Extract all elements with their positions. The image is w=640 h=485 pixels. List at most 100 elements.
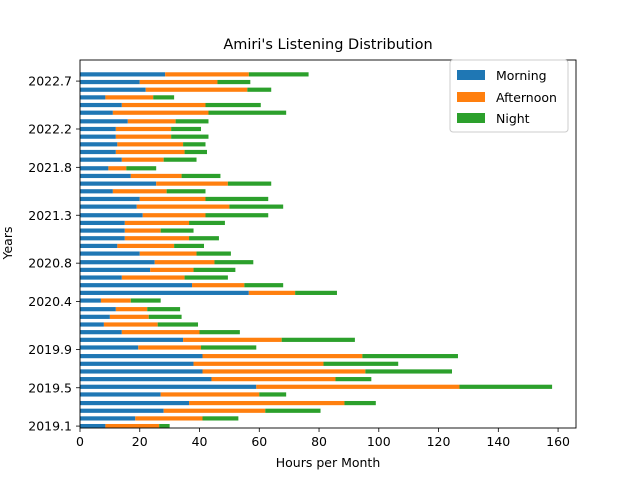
bar-morning-28 — [80, 204, 137, 209]
legend-swatch-afternoon — [457, 92, 485, 102]
bar-night-41 — [205, 102, 261, 108]
x-axis-label: Hours per Month — [276, 455, 381, 470]
bar-afternoon-41 — [121, 102, 206, 108]
bar-morning-14 — [80, 314, 110, 319]
bar-night-40 — [208, 110, 287, 115]
bar-night-44 — [217, 79, 251, 85]
axes-frame — [79, 59, 577, 429]
bar-night-14 — [148, 314, 182, 319]
x-tick-label: 100 — [367, 434, 391, 449]
bar-afternoon-39 — [127, 119, 176, 124]
bar-afternoon-19 — [121, 275, 185, 280]
bar-night-33 — [126, 166, 157, 171]
legend: Morning Afternoon Night — [449, 59, 569, 133]
bar-night-27 — [205, 213, 269, 218]
bar-morning-41 — [80, 102, 122, 108]
bar-afternoon-23 — [117, 243, 175, 249]
bar-morning-23 — [80, 243, 118, 249]
bar-morning-12 — [80, 330, 122, 335]
bar-afternoon-44 — [139, 79, 218, 85]
bar-morning-7 — [80, 369, 203, 374]
bar-afternoon-11 — [183, 337, 282, 342]
bar-morning-40 — [80, 110, 113, 115]
bar-night-42 — [153, 95, 175, 100]
bar-morning-24 — [80, 236, 125, 241]
bar-morning-13 — [80, 322, 104, 327]
bar-night-35 — [184, 149, 207, 155]
bar-morning-20 — [80, 267, 151, 272]
bar-afternoon-16 — [100, 298, 131, 303]
bar-night-24 — [189, 236, 219, 241]
bar-morning-16 — [80, 298, 101, 303]
legend-label-night: Night — [496, 111, 530, 126]
x-tick-label: 120 — [427, 434, 451, 449]
bar-afternoon-28 — [136, 204, 230, 209]
bar-night-45 — [248, 72, 309, 77]
bar-afternoon-20 — [150, 267, 194, 272]
bar-afternoon-45 — [165, 72, 249, 77]
bar-morning-10 — [80, 345, 139, 350]
bar-night-0 — [159, 423, 170, 429]
bar-night-26 — [189, 220, 225, 226]
bar-night-13 — [157, 322, 199, 327]
bar-morning-43 — [80, 87, 146, 92]
bar-afternoon-33 — [108, 166, 127, 171]
bar-morning-26 — [80, 220, 125, 226]
bar-morning-38 — [80, 126, 116, 132]
bar-night-11 — [281, 337, 355, 342]
bar-afternoon-6 — [211, 377, 336, 382]
bar-afternoon-38 — [115, 126, 172, 132]
bar-night-17 — [295, 290, 337, 295]
bar-night-15 — [147, 307, 181, 312]
bar-night-18 — [244, 283, 284, 288]
legend-label-afternoon: Afternoon — [496, 90, 557, 105]
legend-label-morning: Morning — [496, 68, 547, 83]
bar-afternoon-31 — [156, 181, 228, 186]
y-tick-label: 2019.1 — [28, 419, 72, 434]
bar-afternoon-37 — [115, 134, 172, 139]
y-tick-label: 2020.8 — [28, 256, 72, 271]
bar-morning-31 — [80, 181, 157, 186]
bar-night-19 — [184, 275, 228, 280]
bar-night-30 — [166, 189, 206, 194]
x-tick-label: 20 — [132, 434, 148, 449]
bar-afternoon-30 — [112, 189, 167, 194]
bar-night-1 — [202, 416, 239, 421]
bar-morning-27 — [80, 213, 143, 218]
bar-morning-1 — [80, 416, 136, 421]
bar-night-38 — [171, 126, 202, 132]
bar-afternoon-4 — [160, 392, 260, 397]
bar-night-8 — [323, 361, 399, 366]
bar-night-5 — [459, 384, 553, 389]
bar-morning-3 — [80, 400, 190, 406]
bar-night-39 — [175, 119, 209, 124]
bar-morning-36 — [80, 142, 118, 147]
bar-afternoon-17 — [248, 290, 296, 295]
bar-afternoon-34 — [121, 157, 164, 162]
bar-afternoon-15 — [115, 307, 148, 312]
bar-afternoon-18 — [192, 283, 245, 288]
bar-morning-44 — [80, 79, 140, 85]
bar-morning-35 — [80, 149, 116, 155]
bar-night-31 — [227, 181, 272, 186]
bar-afternoon-10 — [138, 345, 202, 350]
y-ticks-group: 2019.1 2019.5 2019.9 2020.4 2020.8 2021.3 2021… — [28, 74, 80, 434]
bar-afternoon-5 — [256, 384, 460, 389]
bar-morning-32 — [80, 173, 131, 179]
chart-title: Amiri's Listening Distribution — [223, 37, 432, 53]
bar-afternoon-36 — [117, 142, 184, 147]
bar-morning-0 — [80, 423, 106, 429]
bar-afternoon-3 — [189, 400, 345, 406]
bar-afternoon-21 — [154, 260, 215, 265]
bar-night-12 — [199, 330, 240, 335]
y-tick-label: 2022.7 — [28, 74, 72, 89]
legend-swatch-morning — [457, 70, 485, 80]
x-tick-label: 40 — [192, 434, 208, 449]
y-tick-label: 2022.2 — [28, 122, 72, 137]
bar-night-23 — [174, 243, 204, 249]
bar-night-9 — [362, 354, 458, 359]
bar-afternoon-0 — [105, 423, 160, 429]
bar-night-25 — [160, 228, 194, 233]
